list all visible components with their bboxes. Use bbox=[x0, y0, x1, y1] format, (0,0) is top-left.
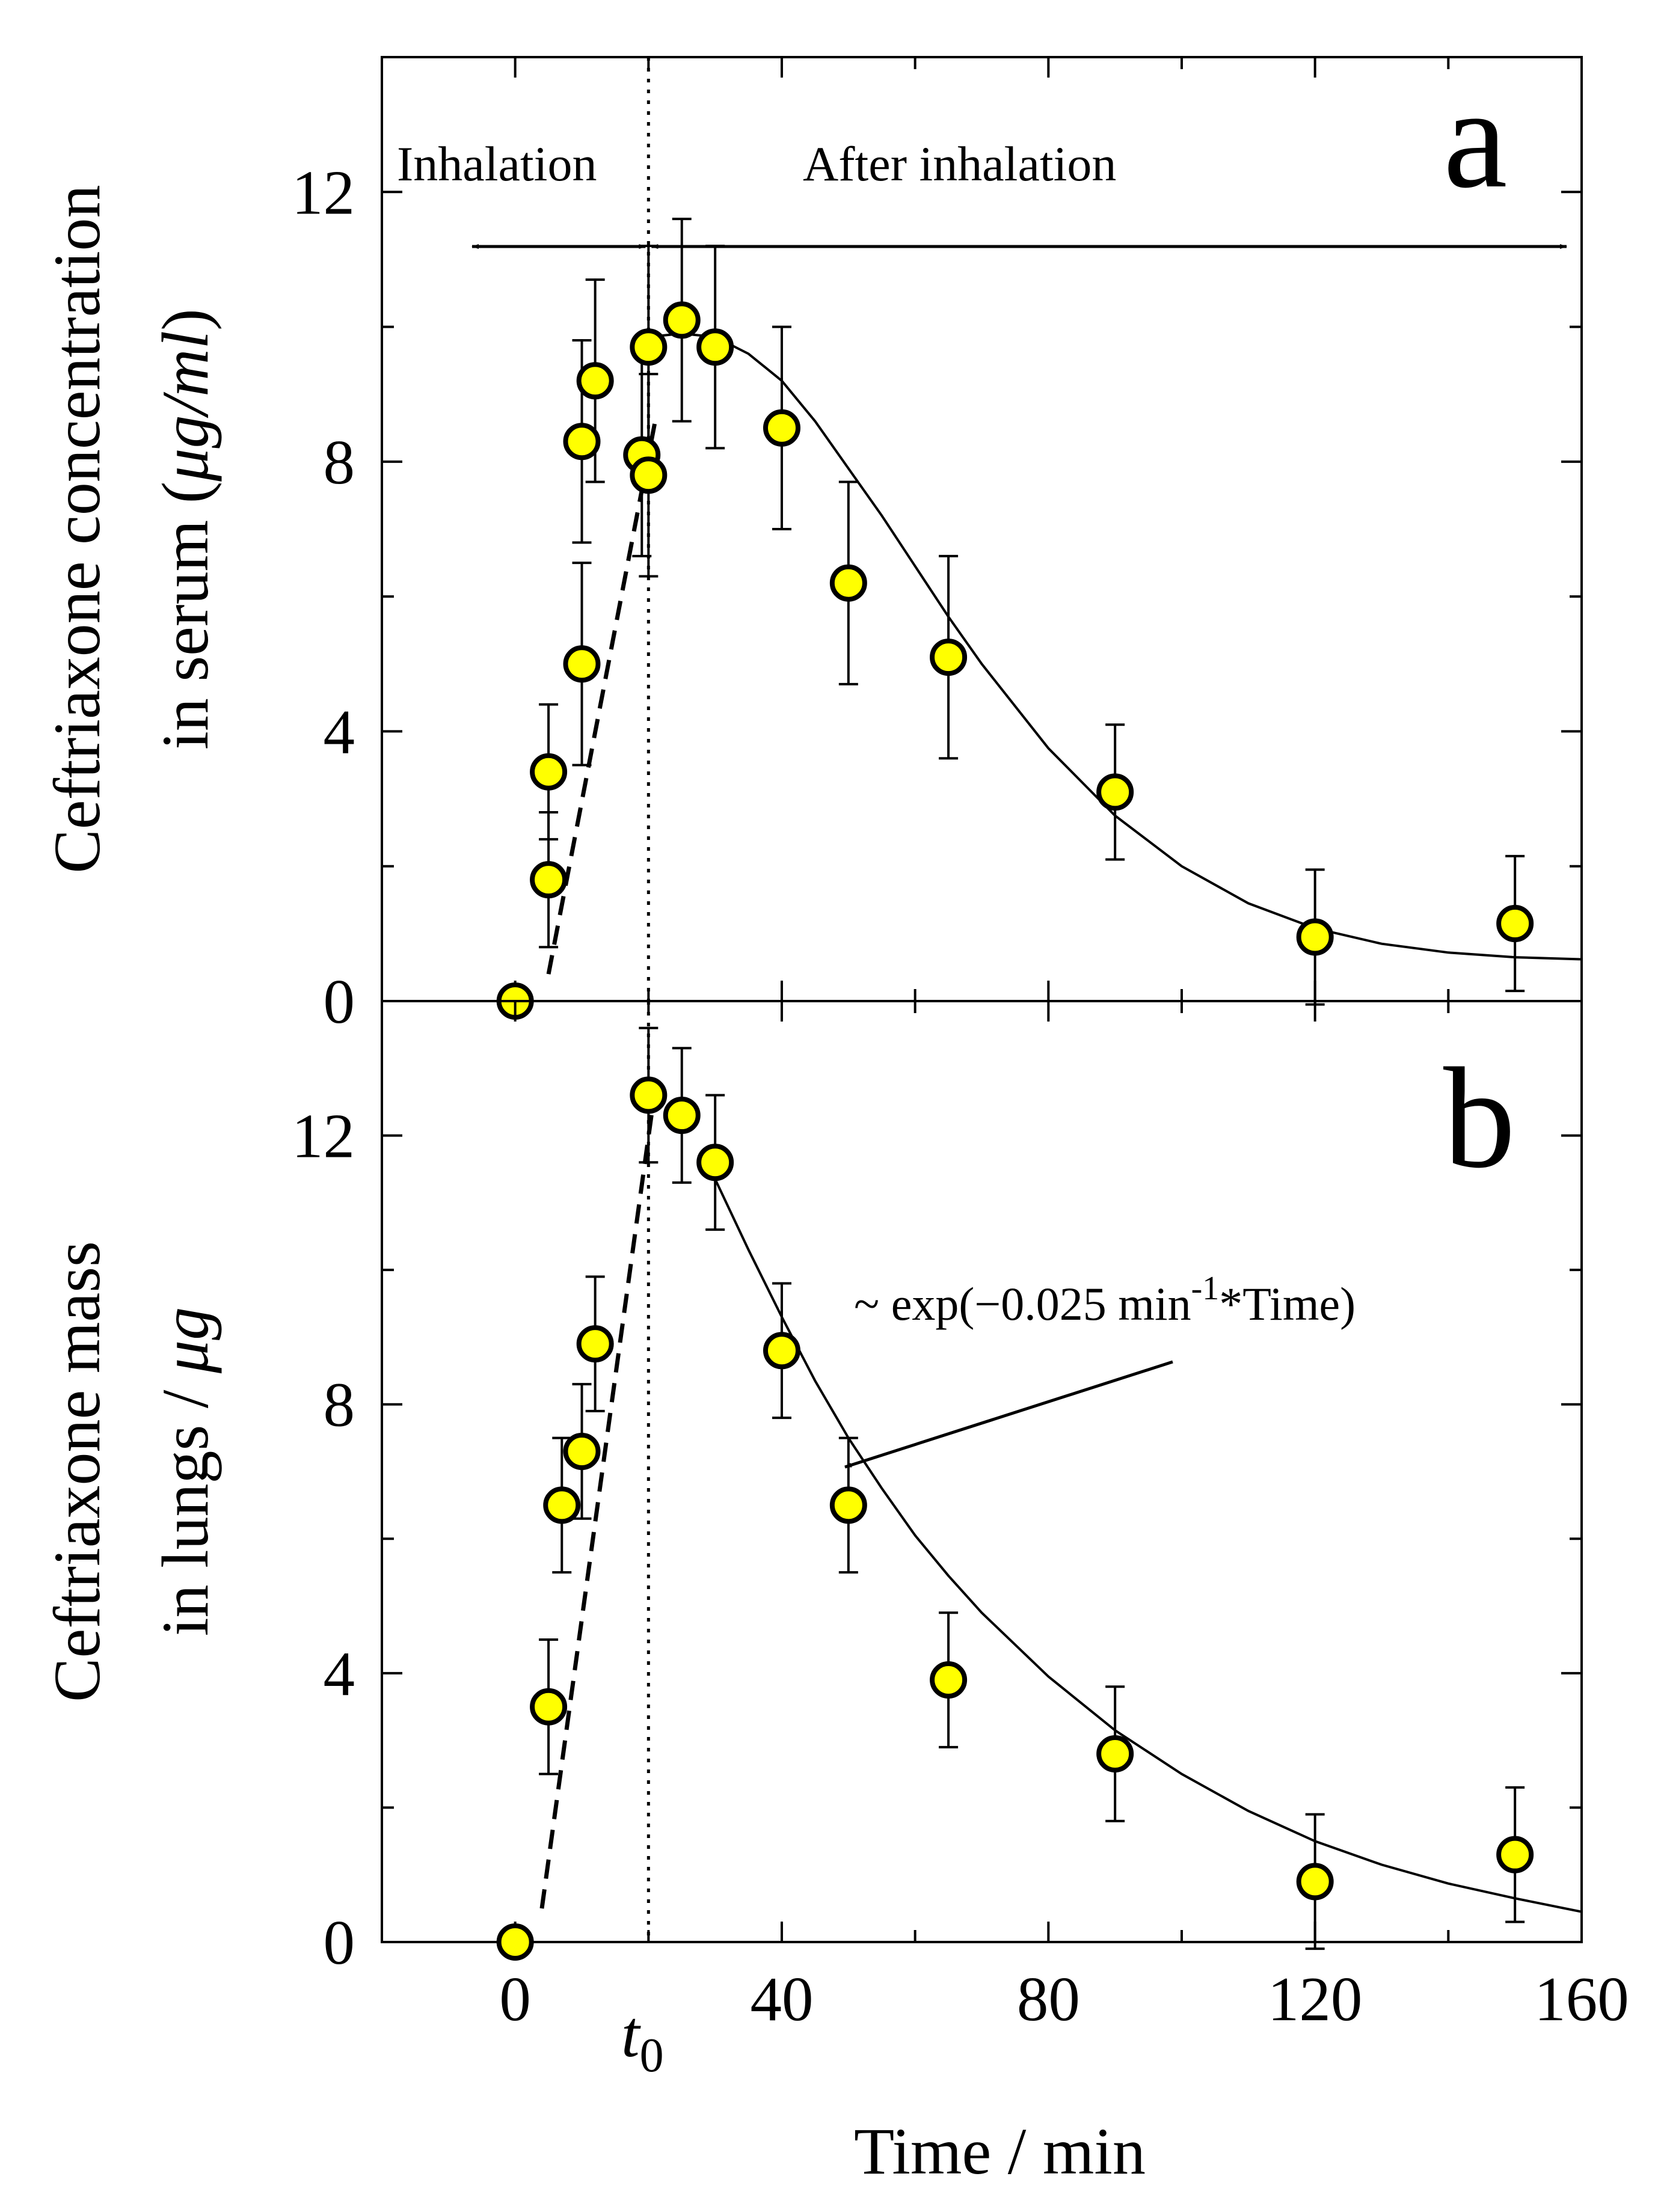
y-tick-label: 4 bbox=[324, 1638, 355, 1709]
data-point-a-12 bbox=[829, 564, 867, 602]
data-point-b-9 bbox=[829, 1486, 867, 1524]
data-point-a-9 bbox=[663, 301, 701, 339]
plot-frame-b bbox=[381, 1000, 1583, 1943]
y-tick-label: 4 bbox=[324, 696, 355, 767]
data-point-b-12 bbox=[1296, 1863, 1334, 1901]
annotation-arrow bbox=[844, 1360, 1173, 1469]
y-tick-label: 0 bbox=[324, 1907, 355, 1978]
data-point-b-8 bbox=[763, 1332, 800, 1370]
data-point-a-7 bbox=[630, 456, 668, 494]
inhalation-label: Inhalation bbox=[397, 136, 597, 191]
after-inhalation-label: After inhalation bbox=[803, 136, 1116, 191]
t0-label: t0 bbox=[621, 1997, 664, 2082]
dashed-fit-line bbox=[539, 1088, 657, 1909]
x-tick-label: 120 bbox=[1268, 1964, 1363, 2034]
data-point-a-14 bbox=[1096, 773, 1134, 811]
data-point-b-1 bbox=[530, 1688, 568, 1726]
data-point-b-2 bbox=[543, 1486, 581, 1524]
data-point-b-4 bbox=[576, 1325, 614, 1363]
data-point-a-16 bbox=[1496, 905, 1534, 943]
data-point-a-15 bbox=[1296, 918, 1334, 956]
data-point-b-3 bbox=[563, 1432, 601, 1470]
panel-letter-a: a bbox=[1443, 58, 1508, 218]
x-axis-title: Time / min bbox=[854, 2115, 1146, 2188]
data-point-a-10 bbox=[696, 328, 734, 366]
x-tick-label: 40 bbox=[751, 1964, 814, 2034]
data-point-a-4 bbox=[563, 423, 601, 461]
y-tick-label: 8 bbox=[324, 427, 355, 497]
data-point-a-11 bbox=[763, 409, 800, 447]
solid-fit-curve bbox=[714, 1178, 1582, 1913]
data-point-b-7 bbox=[696, 1144, 734, 1181]
y-tick-label: 12 bbox=[292, 157, 355, 227]
solid-fit-curve bbox=[648, 332, 1582, 961]
data-point-a-2 bbox=[530, 753, 568, 791]
data-point-a-8 bbox=[630, 328, 668, 366]
data-point-a-1 bbox=[530, 861, 568, 899]
panel-a: 0 4 8 12 a Ceftriaxone concentration in serum … bbox=[40, 56, 1583, 1037]
data-point-b-13 bbox=[1496, 1836, 1534, 1873]
y-axis-title-line1: Ceftriaxone mass bbox=[40, 1241, 114, 1702]
y-axis-title-line1: Ceftriaxone concentration bbox=[40, 185, 114, 873]
x-tick-label: 80 bbox=[1017, 1964, 1080, 2034]
x-tick-label: 0 bbox=[499, 1964, 531, 2034]
y-tick-label: 8 bbox=[324, 1370, 355, 1440]
panel-letter-b: b bbox=[1443, 1038, 1515, 1198]
plot-frame-a bbox=[381, 56, 1583, 1002]
data-point-b-0 bbox=[496, 1923, 534, 1961]
y-axis-title-line2: in serum (μg/ml) bbox=[149, 308, 222, 749]
data-point-a-13 bbox=[930, 639, 968, 676]
data-point-a-3 bbox=[563, 645, 601, 683]
data-point-b-6 bbox=[663, 1097, 701, 1135]
exp-annotation: ~ exp(−0.025 min-1*Time) bbox=[854, 1270, 1356, 1330]
panel-b: 0 4 8 12 b Ceftriaxone mass in lungs / μg 0 40 80… bbox=[40, 1000, 1629, 2188]
y-tick-label: 0 bbox=[324, 966, 355, 1037]
data-point-b-10 bbox=[930, 1661, 968, 1699]
data-point-b-5 bbox=[630, 1076, 668, 1114]
data-point-b-11 bbox=[1096, 1735, 1134, 1772]
y-tick-label: 12 bbox=[292, 1101, 355, 1171]
dashed-fit-line bbox=[546, 420, 657, 975]
y-axis-title-line2: in lungs / μg bbox=[149, 1307, 222, 1636]
x-tick-label: 160 bbox=[1534, 1964, 1629, 2034]
data-point-a-5 bbox=[576, 362, 614, 400]
